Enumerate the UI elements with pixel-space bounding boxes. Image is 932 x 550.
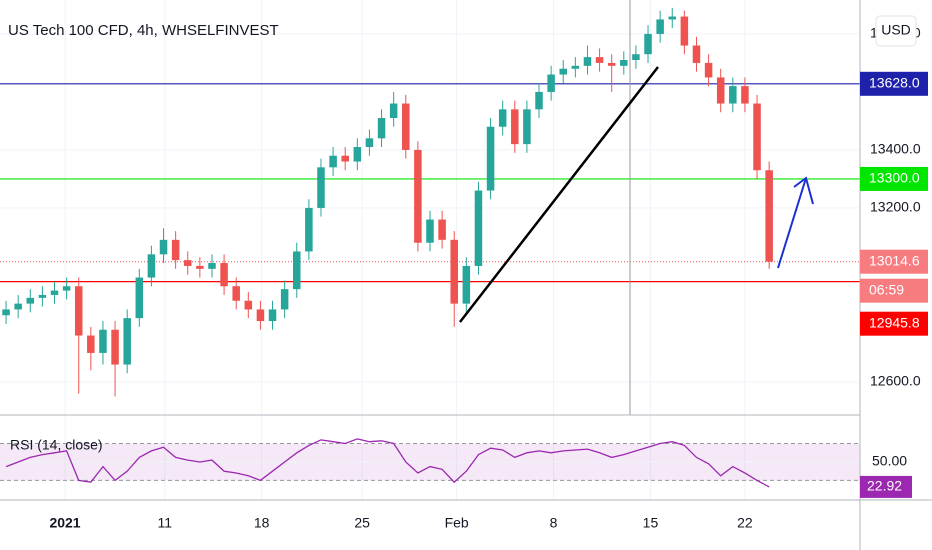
candle-body [692, 45, 701, 63]
candle-body [123, 318, 131, 365]
candle-body [547, 74, 555, 92]
candle-body [716, 77, 725, 104]
candle-body [365, 138, 374, 148]
candle-body [171, 239, 180, 261]
candle-body [341, 155, 349, 162]
x-tick-label: 11 [157, 515, 172, 531]
candle-body [196, 265, 204, 269]
candle-body [414, 149, 422, 243]
candle-body [704, 62, 713, 78]
candle-body [159, 239, 168, 255]
x-tick-label: Feb [445, 515, 469, 531]
candle-body [353, 147, 362, 162]
candle-body [753, 103, 761, 171]
candle-body [50, 290, 59, 295]
candle-body [680, 16, 689, 46]
candle-body [402, 103, 410, 150]
x-tick-label: 18 [254, 515, 270, 531]
candle-body [232, 286, 240, 301]
candle-body [644, 33, 652, 55]
candle-body [559, 68, 567, 75]
candle-body [147, 254, 156, 278]
candle-body [668, 16, 677, 20]
candle-body [329, 155, 337, 168]
rsi-value-box [860, 475, 912, 498]
candle-body [583, 57, 592, 66]
candle-body [571, 65, 580, 69]
candle-body [620, 60, 628, 66]
candle-body [208, 263, 216, 269]
candle-body [535, 91, 543, 110]
candle-body [765, 170, 773, 262]
candle-body [438, 219, 446, 240]
candle-body [280, 289, 289, 310]
y-tick-label: 12600.0 [870, 373, 921, 389]
chart-title: US Tech 100 CFD, 4h, WHSELFINVEST [8, 22, 279, 39]
candle-body [62, 286, 71, 291]
arrow-line [777, 177, 807, 269]
trend-line [459, 66, 659, 323]
candle-body [38, 294, 47, 298]
candle-body [450, 239, 458, 304]
candle-body [317, 167, 325, 208]
level-label: 13300.0 [869, 170, 920, 186]
rsi-title: RSI (14, close) [10, 437, 103, 453]
candle-body [2, 309, 10, 316]
candle-body [474, 190, 483, 266]
candle-body [729, 86, 737, 104]
level-label-box [860, 311, 928, 336]
candle-body [99, 329, 107, 353]
level-label-box [860, 71, 928, 96]
candle-body [498, 109, 507, 127]
candle-body [462, 265, 471, 304]
rsi-line [5, 438, 770, 488]
x-tick-label: 22 [737, 515, 753, 531]
level-label: 13628.0 [869, 75, 920, 91]
candle-body [741, 86, 749, 104]
candle-body [595, 57, 604, 63]
x-tick-label: 2021 [49, 515, 80, 531]
candle-body [74, 286, 83, 336]
candle-body [244, 300, 253, 310]
candle-body [111, 329, 119, 365]
level-label: 12945.8 [869, 314, 920, 330]
candle-body [486, 126, 495, 191]
last-price-label-box [860, 249, 928, 274]
last-price-label: 13014.6 [869, 252, 920, 268]
candle-body [511, 109, 519, 145]
candle-body [426, 219, 434, 243]
candle-body [389, 103, 398, 119]
x-tick-label: 15 [643, 515, 659, 531]
candle-body [632, 54, 640, 61]
x-tick-label: 25 [354, 515, 370, 531]
candle-body [87, 335, 95, 353]
candle-body [305, 207, 313, 252]
candle-body [377, 118, 386, 139]
candle-body [256, 309, 265, 322]
countdown: 06:59 [869, 281, 904, 297]
arrow-head [793, 176, 814, 205]
candle-body [26, 297, 35, 304]
candle-body [183, 260, 192, 266]
candle-body [607, 62, 616, 66]
level-label-box [860, 166, 928, 191]
currency-label[interactable]: USD [881, 22, 911, 38]
x-tick-label: 8 [550, 515, 558, 531]
candle-body [135, 277, 144, 319]
candle-body [268, 309, 277, 322]
candle-body [293, 251, 301, 290]
countdown-box [860, 278, 928, 303]
candle-body [220, 263, 228, 287]
rsi-value-label: 22.92 [867, 478, 902, 494]
candle-body [14, 303, 22, 310]
y-tick-label: 13200.0 [870, 199, 921, 215]
currency-button[interactable] [875, 15, 917, 47]
candle-body [656, 19, 664, 34]
rsi-tick-label: 50.00 [872, 453, 907, 469]
y-tick-label: 13400.0 [870, 141, 921, 157]
candle-body [523, 109, 531, 145]
